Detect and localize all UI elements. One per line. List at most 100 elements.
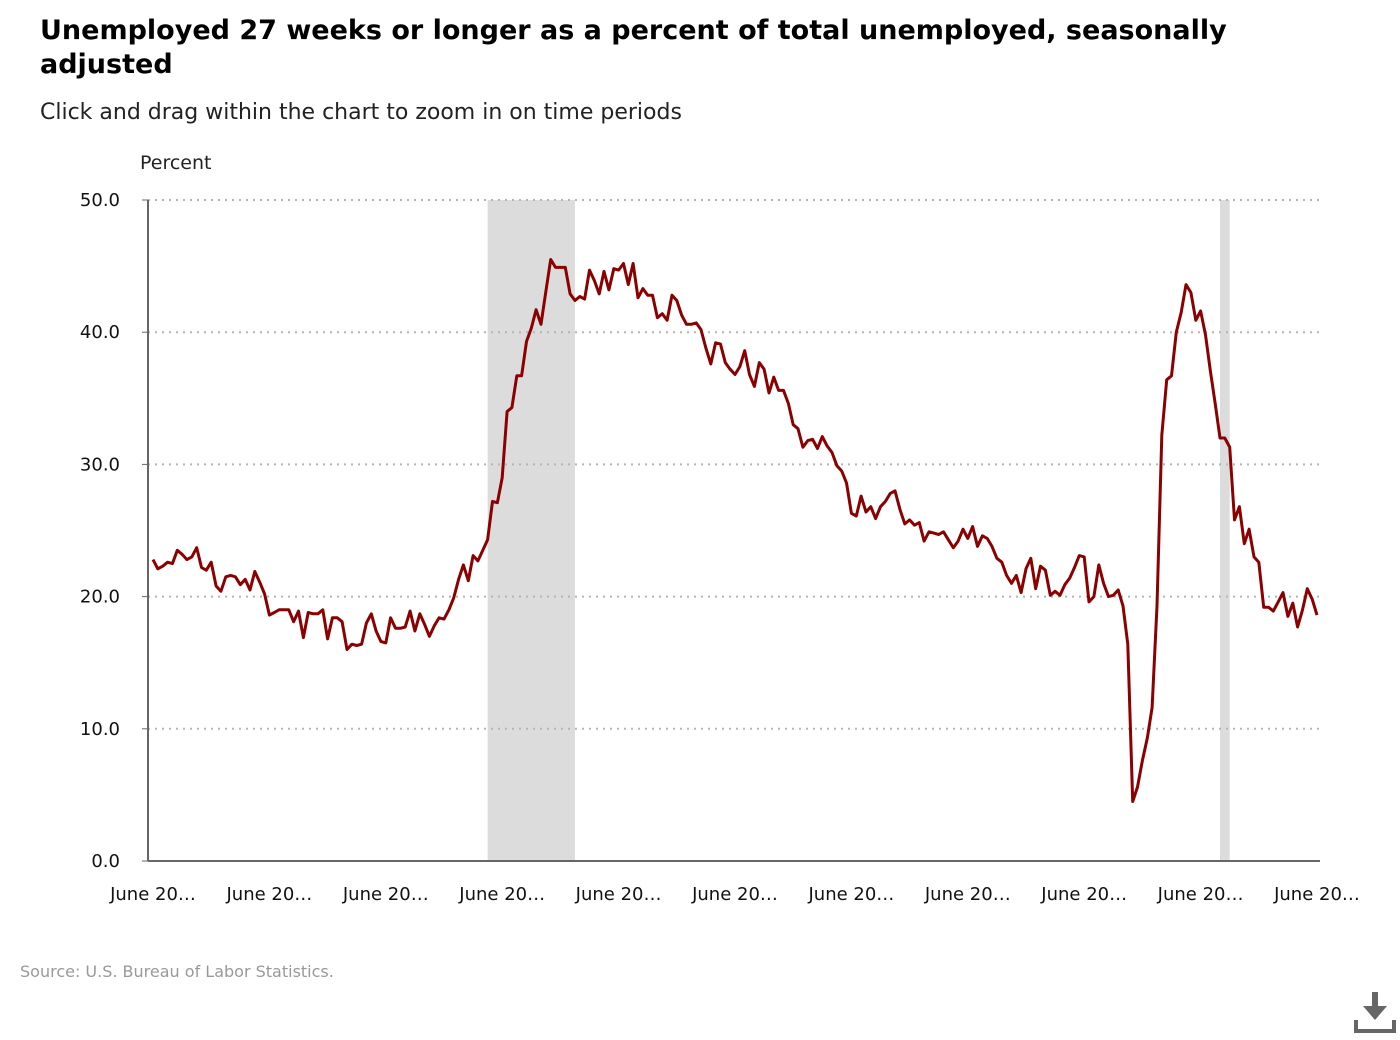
data-point[interactable] (432, 624, 436, 628)
data-point[interactable] (1005, 573, 1009, 577)
data-point[interactable] (1082, 555, 1086, 559)
data-point[interactable] (340, 620, 344, 624)
data-point[interactable] (951, 546, 955, 550)
data-point[interactable] (743, 349, 747, 353)
data-point[interactable] (728, 367, 732, 371)
data-point[interactable] (1228, 445, 1232, 449)
data-point[interactable] (825, 444, 829, 448)
data-point[interactable] (922, 539, 926, 543)
data-point[interactable] (263, 592, 267, 596)
data-point[interactable] (1140, 759, 1144, 763)
data-point[interactable] (461, 563, 465, 567)
data-point[interactable] (1053, 589, 1057, 593)
data-point[interactable] (709, 362, 713, 366)
data-point[interactable] (937, 532, 941, 536)
data-point[interactable] (248, 588, 252, 592)
data-point[interactable] (791, 423, 795, 427)
data-point[interactable] (326, 637, 330, 641)
data-point[interactable] (971, 525, 975, 529)
data-point[interactable] (282, 608, 286, 612)
data-point[interactable] (180, 552, 184, 556)
data-point[interactable] (214, 584, 218, 588)
data-point[interactable] (908, 518, 912, 522)
data-point[interactable] (185, 558, 189, 562)
data-point[interactable] (1048, 593, 1052, 597)
data-point[interactable] (311, 612, 315, 616)
data-point[interactable] (1121, 604, 1125, 608)
data-point[interactable] (568, 292, 572, 296)
data-point[interactable] (350, 642, 354, 646)
data-point[interactable] (287, 608, 291, 612)
data-point[interactable] (267, 613, 271, 617)
data-point[interactable] (238, 583, 242, 587)
data-point[interactable] (1174, 330, 1178, 334)
data-point[interactable] (224, 575, 228, 579)
data-point[interactable] (345, 647, 349, 651)
data-point[interactable] (1315, 613, 1319, 617)
data-point[interactable] (869, 505, 873, 509)
data-point[interactable] (597, 292, 601, 296)
data-point[interactable] (1179, 310, 1183, 314)
data-point[interactable] (718, 342, 722, 346)
data-point[interactable] (1024, 567, 1028, 571)
data-point[interactable] (699, 328, 703, 332)
data-point[interactable] (335, 616, 339, 620)
data-point[interactable] (272, 610, 276, 614)
data-point[interactable] (558, 265, 562, 269)
data-point[interactable] (626, 283, 630, 287)
data-point[interactable] (258, 580, 262, 584)
data-point[interactable] (912, 523, 916, 527)
data-point[interactable] (578, 295, 582, 299)
data-point[interactable] (476, 559, 480, 563)
data-point[interactable] (990, 544, 994, 548)
data-point[interactable] (811, 437, 815, 441)
data-point[interactable] (1267, 605, 1271, 609)
data-point[interactable] (495, 501, 499, 505)
data-point[interactable] (946, 538, 950, 542)
data-point[interactable] (966, 536, 970, 540)
data-point[interactable] (1305, 587, 1309, 591)
data-point[interactable] (466, 579, 470, 583)
data-point[interactable] (1087, 600, 1091, 604)
data-point[interactable] (243, 577, 247, 581)
data-point[interactable] (394, 626, 398, 630)
data-point[interactable] (675, 298, 679, 302)
data-point[interactable] (617, 268, 621, 272)
data-point[interactable] (563, 265, 567, 269)
data-point[interactable] (573, 298, 577, 302)
download-icon[interactable] (1352, 990, 1396, 1034)
data-point[interactable] (219, 589, 223, 593)
data-point[interactable] (161, 564, 165, 568)
data-point[interactable] (621, 261, 625, 265)
data-point[interactable] (636, 296, 640, 300)
data-point[interactable] (1165, 378, 1169, 382)
data-point[interactable] (840, 469, 844, 473)
data-point[interactable] (835, 464, 839, 468)
data-point[interactable] (1170, 374, 1174, 378)
data-point[interactable] (505, 410, 509, 414)
data-point[interactable] (733, 373, 737, 377)
data-point[interactable] (772, 375, 776, 379)
data-point[interactable] (806, 439, 810, 443)
data-point[interactable] (1276, 600, 1280, 604)
data-point[interactable] (374, 629, 378, 633)
data-point[interactable] (253, 569, 257, 573)
data-point[interactable] (1237, 505, 1241, 509)
data-point[interactable] (592, 279, 596, 283)
data-point[interactable] (752, 384, 756, 388)
data-point[interactable] (549, 257, 553, 261)
data-point[interactable] (961, 527, 965, 531)
data-point[interactable] (723, 361, 727, 365)
data-point[interactable] (369, 612, 373, 616)
data-point[interactable] (510, 406, 514, 410)
data-point[interactable] (1189, 291, 1193, 295)
data-point[interactable] (932, 531, 936, 535)
data-point[interactable] (437, 616, 441, 620)
data-point[interactable] (1218, 436, 1222, 440)
data-point[interactable] (942, 530, 946, 534)
data-point[interactable] (849, 511, 853, 515)
data-point[interactable] (1199, 309, 1203, 313)
data-point[interactable] (685, 322, 689, 326)
data-point[interactable] (1247, 527, 1251, 531)
data-point[interactable] (762, 367, 766, 371)
